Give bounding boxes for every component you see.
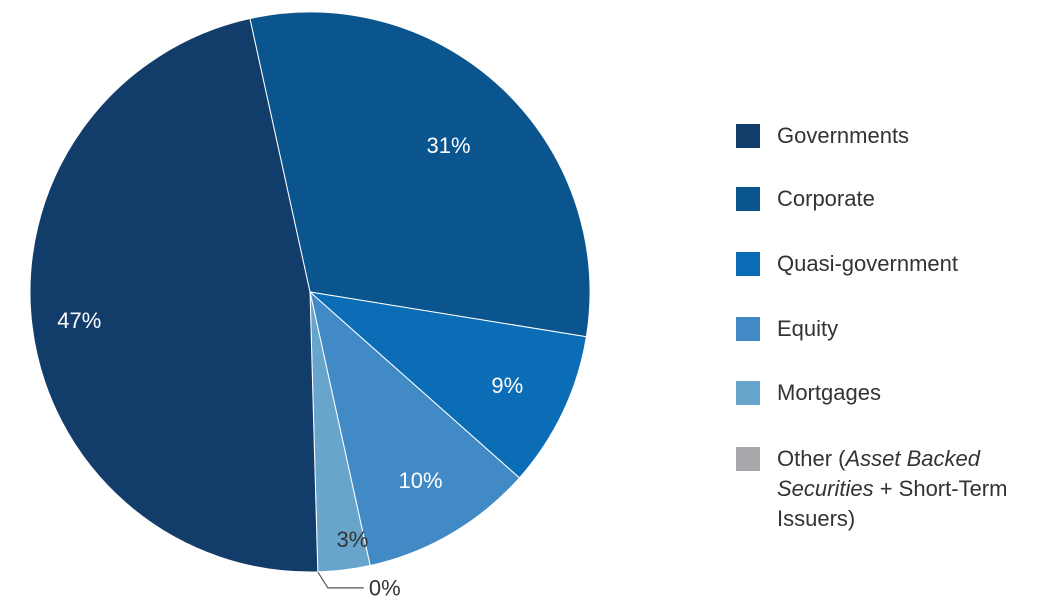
pie-chart: 31% 9% 10% 3%0% 47% [29, 11, 591, 600]
legend-label: Corporate [777, 186, 875, 211]
legend-item-other: Other (Asset Backed Securities + Short-T… [736, 444, 1026, 534]
data-label-mortgages: 3% [336, 527, 368, 552]
legend-swatch [736, 187, 760, 211]
data-label-quasi-government: 9% [491, 373, 523, 398]
leader-line-other [317, 571, 364, 589]
pie-slice-governments [29, 17, 319, 573]
data-label-other: 0% [369, 575, 401, 600]
legend-label: Equity [777, 316, 839, 341]
legend-swatch [736, 124, 760, 148]
legend-label: Mortgages [777, 380, 881, 405]
data-label-governments: 47% [57, 308, 101, 333]
legend-swatch [736, 447, 760, 471]
legend-item-quasi-government: Quasi-government [736, 251, 1026, 279]
legend-item-mortgages: Mortgages [736, 380, 1026, 408]
legend-item-equity: Equity [736, 316, 1026, 344]
legend-swatch [736, 381, 760, 405]
legend-label: Governments [777, 123, 910, 148]
legend-label-italic: Asset Backed Securities [777, 446, 980, 501]
data-label-equity: 10% [398, 468, 442, 493]
legend-item-governments: Governments [736, 123, 1026, 151]
data-label-corporate: 31% [426, 133, 470, 158]
pie-slice-corporate [249, 11, 591, 338]
legend-label: Quasi-government [777, 251, 958, 276]
legend-swatch [736, 317, 760, 341]
legend-label-prefix: Other ( [777, 446, 846, 471]
legend-item-corporate: Corporate [736, 186, 1026, 214]
pie-slice-equity [309, 290, 521, 567]
legend-label: Other (Asset Backed Securities + Short-T… [777, 444, 1017, 534]
legend-swatch [736, 252, 760, 276]
legend-label-suffix: + Short-Term Issuers) [777, 476, 1008, 531]
pie-slice-quasi-government [308, 291, 587, 479]
